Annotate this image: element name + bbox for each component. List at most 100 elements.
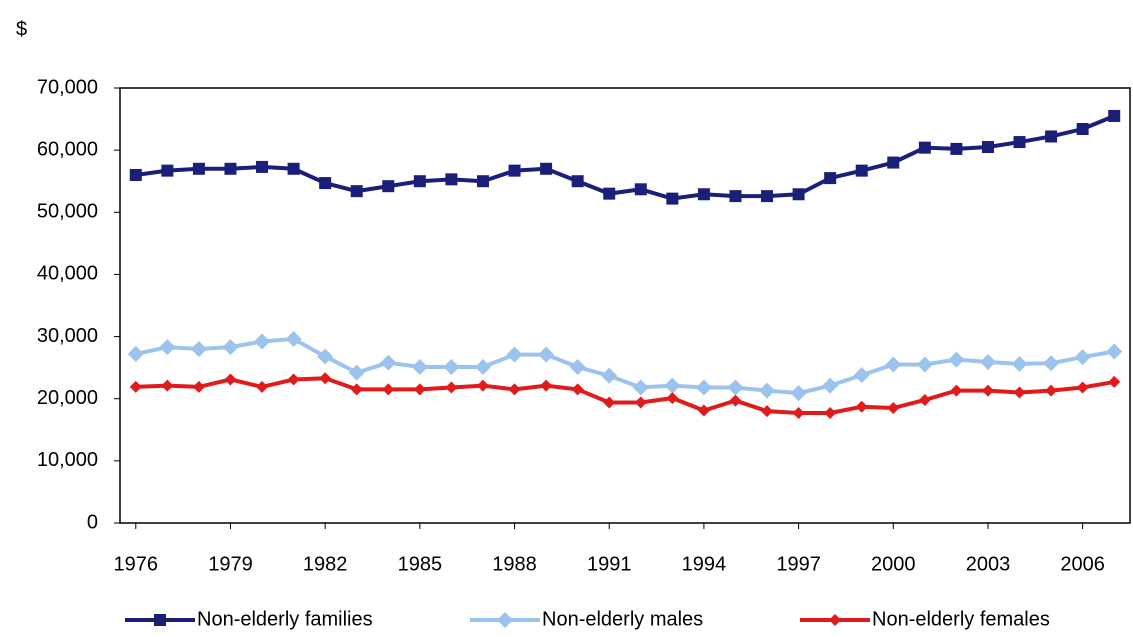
marker [129,380,142,393]
marker [413,175,426,188]
marker [285,331,302,348]
x-tick-label: 1994 [682,553,727,575]
marker [603,187,616,200]
marker [918,141,931,154]
marker [822,377,839,394]
marker [632,379,649,396]
legend-label: Non-elderly males [542,608,703,630]
marker [916,356,933,373]
marker [918,393,931,406]
marker [1045,130,1058,143]
x-tick-label: 1976 [114,553,159,575]
marker [887,156,900,169]
marker [474,359,491,376]
marker [413,383,426,396]
marker [159,339,176,356]
marker [950,142,963,155]
marker [319,372,332,385]
y-tick-label: 0 [87,511,98,533]
y-tick-label: 60,000 [37,138,98,160]
marker [664,377,681,394]
x-tick-label: 1991 [587,553,632,575]
y-tick-label: 50,000 [37,201,98,223]
marker [319,177,332,190]
marker [981,141,994,154]
marker [256,380,269,393]
marker [727,379,744,396]
marker [540,162,553,175]
marker [445,173,458,186]
marker [287,162,300,175]
marker [129,169,142,181]
marker [161,164,174,177]
marker [348,364,365,381]
x-tick-label: 1985 [398,553,443,575]
marker [761,190,774,203]
marker [571,383,584,396]
marker [1074,349,1091,366]
x-tick-label: 1982 [303,553,348,575]
marker [1043,355,1060,372]
marker [224,162,237,175]
marker [948,351,965,368]
y-tick-label: 20,000 [37,387,98,409]
marker [497,612,513,628]
marker [382,383,395,396]
marker [1076,381,1089,394]
marker [382,180,395,193]
marker [887,402,900,415]
marker [603,396,616,409]
marker [443,359,460,376]
marker [192,162,205,175]
y-tick-label: 40,000 [37,263,98,285]
x-tick-label: 2003 [966,553,1011,575]
marker [634,396,647,409]
marker [508,383,521,396]
marker [506,346,523,363]
marker [824,407,837,420]
marker [666,392,679,405]
marker [224,373,237,386]
y-tick-label: 30,000 [37,325,98,347]
marker [1013,136,1026,149]
marker [981,384,994,397]
series-line [135,337,1115,396]
marker [161,379,174,392]
x-tick-label: 1988 [492,553,537,575]
marker [790,385,807,402]
marker [824,172,837,185]
marker [792,188,805,201]
marker [476,379,489,392]
marker [569,359,586,376]
marker [154,614,166,626]
marker [979,354,996,371]
marker [855,164,868,177]
marker [476,175,489,188]
marker [792,407,805,420]
x-tick-label: 1997 [776,553,821,575]
marker [317,348,334,365]
x-tick-label: 2006 [1060,553,1105,575]
marker [695,379,712,396]
marker [350,383,363,396]
marker [950,384,963,397]
marker [540,379,553,392]
marker [256,160,269,173]
marker [1106,343,1123,360]
marker [571,175,584,188]
marker [538,346,555,363]
marker [411,359,428,376]
marker [1108,375,1121,388]
marker [222,339,239,356]
marker [759,382,776,399]
x-tick-label: 2000 [871,553,916,575]
y-axis-label: $ [16,18,27,40]
marker [508,164,521,177]
marker [445,381,458,394]
marker [1108,109,1121,122]
marker [634,183,647,196]
plot-frame [119,87,1131,524]
marker [192,380,205,393]
